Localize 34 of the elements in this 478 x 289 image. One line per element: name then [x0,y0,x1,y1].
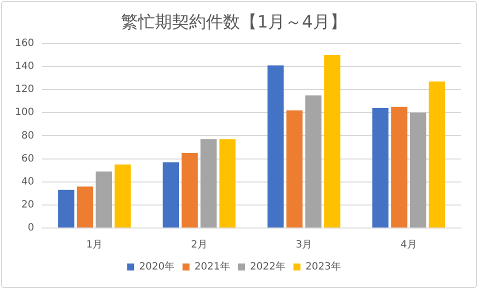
x-tick-label: 1月 [86,240,103,251]
x-tick-label: 3月 [296,240,312,251]
bar [268,65,284,228]
legend-label: 2021年 [194,260,230,273]
y-tick-label: 40 [21,176,34,188]
bar [200,139,217,228]
bar [162,162,180,228]
legend-label: 2023年 [305,260,341,273]
bar [219,139,236,228]
y-tick-label: 120 [14,84,34,96]
y-tick-label: 0 [28,222,34,234]
chart-title: 繁忙期契約件数【1月～4月】 [121,12,347,33]
bar [114,164,131,228]
bar [58,190,74,228]
bar [391,106,408,228]
y-tick-label: 140 [14,61,34,72]
y-tick-label: 160 [14,38,34,49]
legend-label: 2020年 [139,260,175,273]
y-tick-label: 80 [21,130,34,142]
bar [410,112,426,228]
y-tick-label: 100 [14,107,34,118]
bar [182,153,198,228]
y-tick-label: 60 [21,153,34,164]
bar [76,186,94,228]
bar [286,110,303,228]
legend-label: 2022年 [250,260,286,273]
bar [372,108,388,228]
x-tick-label: 4月 [400,240,417,251]
y-tick-label: 20 [21,200,34,211]
bar [324,54,340,228]
bar [96,171,112,228]
bar [305,95,322,228]
x-tick-label: 2月 [190,240,208,251]
bar [428,81,446,228]
